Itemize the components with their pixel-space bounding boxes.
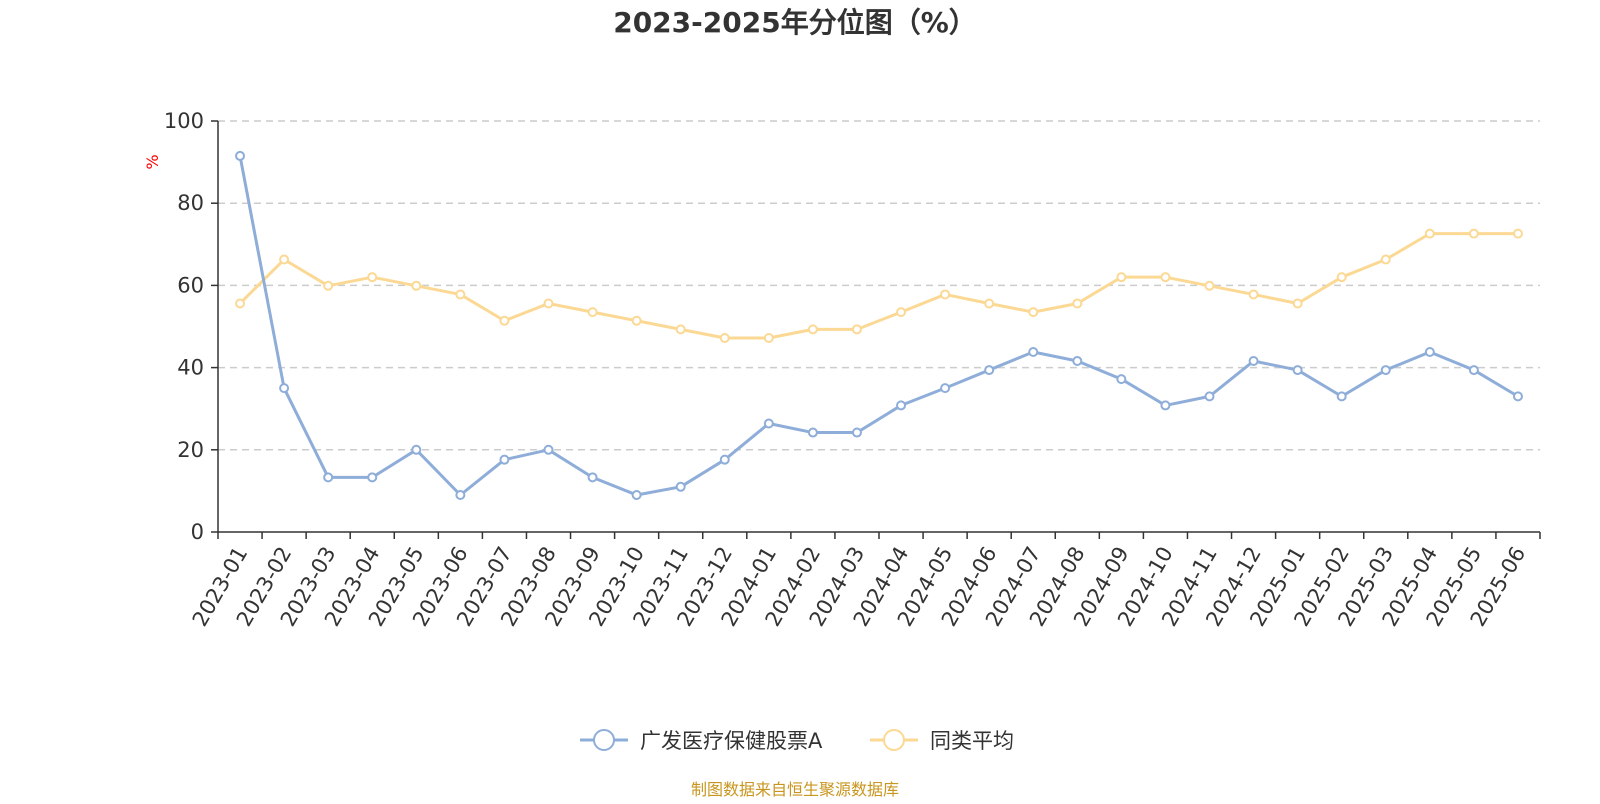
data-point[interactable] — [1248, 289, 1259, 300]
data-point[interactable] — [1424, 346, 1435, 357]
data-point[interactable] — [323, 280, 334, 291]
data-point[interactable] — [1160, 272, 1171, 283]
data-point[interactable] — [499, 315, 510, 326]
y-tick-label: 100 — [164, 109, 204, 133]
data-point[interactable] — [719, 333, 730, 344]
data-point[interactable] — [1512, 391, 1523, 402]
data-point[interactable] — [1116, 272, 1127, 283]
x-axis-ticks: 2023-012023-022023-032023-042023-052023-… — [188, 532, 1541, 630]
data-point[interactable] — [719, 454, 730, 465]
data-point[interactable] — [896, 400, 907, 411]
data-point[interactable] — [455, 289, 466, 300]
data-point[interactable] — [235, 150, 246, 161]
series-layer — [235, 150, 1523, 501]
source-note: 制图数据来自恒生聚源数据库 — [691, 780, 899, 799]
y-tick-label: 40 — [177, 356, 204, 380]
data-point[interactable] — [896, 307, 907, 318]
series-1 — [235, 228, 1523, 344]
data-point[interactable] — [499, 454, 510, 465]
data-point[interactable] — [763, 418, 774, 429]
y-tick-label: 20 — [177, 438, 204, 462]
data-point[interactable] — [1292, 365, 1303, 376]
data-point[interactable] — [1468, 228, 1479, 239]
data-point[interactable] — [807, 324, 818, 335]
legend-item-0[interactable]: 广发医疗保健股票A — [580, 729, 823, 753]
data-point[interactable] — [984, 365, 995, 376]
data-point[interactable] — [1116, 374, 1127, 385]
data-point[interactable] — [279, 254, 290, 265]
y-axis-ticks: 0 20 40 60 80 100 — [164, 109, 218, 544]
data-point[interactable] — [851, 427, 862, 438]
legend-circle-marker — [593, 729, 615, 751]
data-point[interactable] — [1204, 280, 1215, 291]
data-point[interactable] — [1248, 356, 1259, 367]
data-point[interactable] — [940, 289, 951, 300]
grid-layer — [218, 120, 1540, 451]
data-point[interactable] — [984, 298, 995, 309]
data-point[interactable] — [763, 333, 774, 344]
series-line — [238, 232, 1520, 340]
chart-title: 2023-2025年分位图（%） — [613, 6, 977, 39]
data-point[interactable] — [631, 315, 642, 326]
y-axis-unit-label: % — [143, 154, 162, 169]
data-point[interactable] — [1072, 356, 1083, 367]
data-point[interactable] — [675, 324, 686, 335]
legend-item-1[interactable]: 同类平均 — [870, 729, 1014, 753]
data-point[interactable] — [543, 444, 554, 455]
y-tick-label: 0 — [191, 520, 204, 544]
legend: 广发医疗保健股票A 同类平均 — [580, 729, 1014, 753]
data-point[interactable] — [675, 481, 686, 492]
data-point[interactable] — [367, 272, 378, 283]
data-point[interactable] — [807, 427, 818, 438]
data-point[interactable] — [235, 298, 246, 309]
data-point[interactable] — [279, 383, 290, 394]
data-point[interactable] — [1380, 254, 1391, 265]
legend-label: 广发医疗保健股票A — [640, 729, 823, 753]
data-point[interactable] — [1468, 365, 1479, 376]
data-point[interactable] — [367, 472, 378, 483]
data-point[interactable] — [1292, 298, 1303, 309]
data-point[interactable] — [1028, 346, 1039, 357]
data-point[interactable] — [851, 324, 862, 335]
data-point[interactable] — [543, 298, 554, 309]
y-tick-label: 60 — [177, 273, 204, 297]
data-point[interactable] — [631, 490, 642, 501]
data-point[interactable] — [1380, 365, 1391, 376]
data-point[interactable] — [1204, 391, 1215, 402]
data-point[interactable] — [411, 280, 422, 291]
data-point[interactable] — [1028, 307, 1039, 318]
data-point[interactable] — [1512, 228, 1523, 239]
data-point[interactable] — [940, 383, 951, 394]
data-point[interactable] — [1424, 228, 1435, 239]
y-tick-label: 80 — [177, 191, 204, 215]
data-point[interactable] — [323, 472, 334, 483]
axis-layer — [217, 121, 1540, 533]
data-point[interactable] — [455, 490, 466, 501]
data-point[interactable] — [1336, 272, 1347, 283]
data-point[interactable] — [1160, 400, 1171, 411]
legend-label: 同类平均 — [930, 729, 1014, 753]
data-point[interactable] — [1072, 298, 1083, 309]
data-point[interactable] — [411, 444, 422, 455]
data-point[interactable] — [587, 307, 598, 318]
data-point[interactable] — [587, 472, 598, 483]
series-0 — [235, 150, 1523, 501]
data-point[interactable] — [1336, 391, 1347, 402]
series-line — [238, 154, 1520, 497]
legend-circle-marker — [883, 729, 905, 751]
